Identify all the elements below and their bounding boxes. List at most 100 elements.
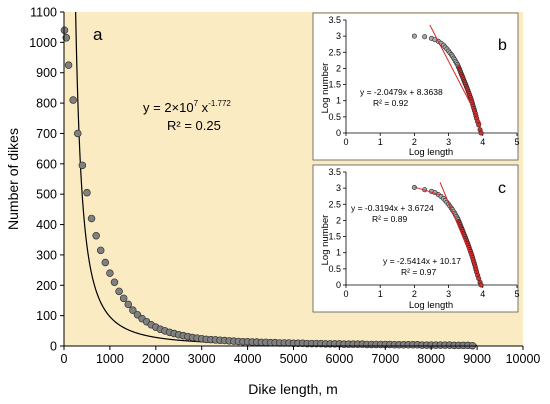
inset-b-y-tick-label: 0.5	[328, 112, 341, 122]
main-x-tick-label: 7000	[371, 352, 399, 366]
main-ticks: 0 1000 2000 3000 4000 5000 6000 7000 8000 9000 100…	[29, 6, 540, 367]
main-x-tick-label: 5000	[280, 352, 308, 366]
main-point	[96, 246, 105, 255]
main-x-tick-label: 8000	[417, 352, 445, 366]
main-y-tick-label: 200	[36, 279, 57, 293]
inset-c-fit-line	[414, 186, 441, 196]
inset-c-x-axis-label: Log length	[409, 300, 453, 311]
main-point	[87, 214, 96, 223]
inset-b-r2: R² = 0.92	[373, 98, 408, 108]
main-y-tick-label: 900	[36, 66, 57, 80]
panel-label-c: c	[498, 180, 506, 197]
main-x-tick-label: 10000	[506, 352, 541, 366]
inset-c: 0 1 2 3 4 5 0 0.5 1 1.5 2 2.5 3 3.5	[328, 167, 519, 299]
main-y-axis-label: Number of dikes	[5, 128, 21, 230]
main-y-tick-label: 800	[36, 97, 57, 111]
main-point	[101, 258, 110, 267]
inset-c-y-tick-label: 2	[336, 215, 341, 225]
inset-b-point	[411, 33, 417, 39]
inset-b-x-tick-label: 1	[378, 137, 383, 147]
main-point	[78, 161, 87, 170]
equation-lead: y = 2×10	[143, 100, 194, 115]
main-y-tick-label: 400	[36, 218, 57, 232]
main-x-tick-label: 4000	[234, 352, 262, 366]
main-x-tick-label: 2000	[142, 352, 170, 366]
inset-b-x-tick-label: 2	[412, 137, 417, 147]
inset-b-y-tick-label: 3	[336, 31, 341, 41]
inset-c-x-tick-label: 5	[514, 289, 519, 299]
main-point	[129, 306, 137, 314]
inset-c-r2-2: R² = 0.97	[401, 267, 436, 277]
inset-b-point	[422, 34, 428, 40]
inset-b-fit-line	[429, 24, 482, 125]
equation-exponent-2: -1.772	[208, 99, 231, 108]
inset-c-x-tick-label: 1	[378, 289, 383, 299]
main-point	[62, 34, 71, 42]
inset-b-point	[478, 130, 484, 136]
inset-b-equation: y = -2.0479x + 8.3638	[360, 87, 443, 97]
main-y-tick-label: 1000	[29, 36, 57, 50]
equation-mid: x	[198, 100, 209, 115]
main-y-tick-label: 0	[50, 340, 57, 354]
inset-b-y-tick-label: 1.5	[328, 80, 341, 90]
inset-c-r2-1: R² = 0.89	[372, 214, 407, 224]
main-point	[69, 96, 77, 104]
inset-b: 0 1 2 3 4 5 0 0.5 1 1.5 2 2.5 3 3.5	[328, 15, 519, 147]
panel-label-b: b	[498, 37, 507, 54]
inset-b-x-tick-label: 0	[343, 137, 348, 147]
main-x-tick-label: 0	[61, 352, 68, 366]
inset-b-y-tick-label: 1	[336, 96, 341, 106]
main-point	[74, 129, 82, 138]
main-x-axis-label: Dike length, m	[248, 381, 337, 397]
main-x-tick-label: 6000	[325, 352, 353, 366]
panel-label-a: a	[93, 25, 103, 44]
inset-b-point	[476, 122, 482, 128]
inset-c-y-tick-label: 0	[336, 280, 341, 290]
main-point	[119, 294, 128, 303]
main-point	[110, 278, 119, 286]
inset-c-y-tick-label: 1.5	[328, 232, 341, 242]
main-point	[115, 287, 123, 296]
main-y-tick-label: 500	[36, 188, 57, 202]
inset-c-equation-1: y = -0.3194x + 3.6724	[351, 203, 434, 213]
main-point	[64, 61, 73, 69]
inset-b-x-tick-label: 5	[514, 137, 519, 147]
inset-b-x-tick-label: 4	[480, 137, 485, 147]
inset-c-point	[478, 282, 484, 288]
inset-c-y-axis-label: Log number	[320, 215, 331, 266]
inset-c-x-tick-label: 2	[412, 289, 417, 299]
main-y-tick-label: 600	[36, 157, 57, 171]
inset-c-x-tick-label: 4	[480, 289, 485, 299]
inset-c-y-tick-label: 3	[336, 183, 341, 193]
inset-b-x-tick-label: 3	[446, 137, 451, 147]
inset-c-y-tick-label: 1	[336, 248, 341, 258]
inset-c-x-tick-label: 3	[446, 289, 451, 299]
inset-b-y-tick-label: 2.5	[328, 47, 341, 57]
inset-c-equation-2: y = -2.5414x + 10.17	[383, 256, 461, 266]
inset-c-x-tick-label: 0	[343, 289, 348, 299]
main-x-tick-label: 9000	[463, 352, 491, 366]
main-r2: R² = 0.25	[167, 118, 221, 133]
main-point	[106, 269, 114, 277]
main-y-tick-label: 300	[36, 248, 57, 262]
inset-b-y-tick-label: 3.5	[328, 15, 341, 25]
main-equation: y = 2×107 x-1.772	[143, 99, 231, 115]
inset-b-y-tick-label: 2	[336, 63, 341, 73]
equation-exponent-1: 7	[194, 99, 199, 108]
main-x-tick-label: 3000	[188, 352, 216, 366]
main-x-tick-label: 1000	[96, 352, 124, 366]
inset-c-y-tick-label: 0.5	[328, 264, 341, 274]
main-y-tick-label: 700	[36, 127, 57, 141]
main-y-tick-label: 1100	[30, 6, 57, 20]
inset-b-x-axis-label: Log length	[409, 147, 453, 158]
main-y-tick-label: 100	[36, 309, 57, 323]
inset-c-fit-line	[439, 182, 482, 281]
inset-b-y-axis-label: Log number	[320, 63, 331, 114]
main-point	[83, 188, 91, 197]
main-point	[124, 300, 133, 309]
inset-b-y-tick-label: 0	[336, 128, 341, 138]
inset-c-y-tick-label: 3.5	[328, 167, 341, 177]
main-point	[92, 232, 100, 240]
inset-c-y-tick-label: 2.5	[328, 199, 341, 209]
